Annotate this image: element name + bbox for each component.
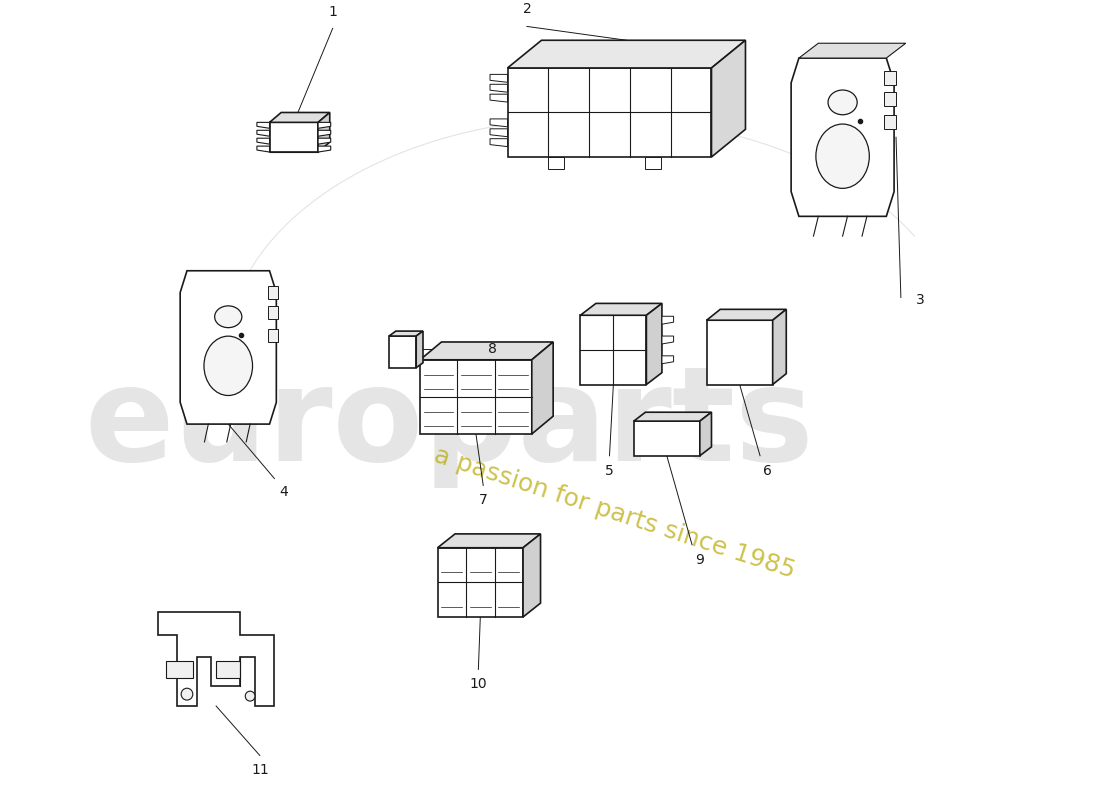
Text: 4: 4 xyxy=(279,486,288,499)
Polygon shape xyxy=(712,40,746,157)
Ellipse shape xyxy=(828,90,857,114)
Text: 1: 1 xyxy=(328,5,337,18)
Polygon shape xyxy=(438,548,522,617)
Polygon shape xyxy=(700,412,712,456)
Polygon shape xyxy=(662,336,673,344)
Polygon shape xyxy=(157,612,274,706)
Polygon shape xyxy=(438,534,540,548)
Text: 11: 11 xyxy=(251,763,268,778)
Polygon shape xyxy=(490,84,507,92)
Polygon shape xyxy=(799,43,905,58)
Text: 9: 9 xyxy=(695,553,704,566)
Polygon shape xyxy=(420,342,553,360)
Polygon shape xyxy=(270,113,330,122)
Text: 3: 3 xyxy=(915,294,924,307)
FancyBboxPatch shape xyxy=(267,330,278,342)
FancyBboxPatch shape xyxy=(884,71,896,85)
Polygon shape xyxy=(490,74,507,82)
Polygon shape xyxy=(257,122,270,128)
Polygon shape xyxy=(531,342,553,434)
FancyBboxPatch shape xyxy=(166,661,192,678)
Polygon shape xyxy=(507,68,712,157)
Polygon shape xyxy=(791,58,894,216)
Polygon shape xyxy=(257,138,270,144)
Polygon shape xyxy=(389,336,416,368)
Polygon shape xyxy=(318,146,331,152)
Polygon shape xyxy=(257,146,270,152)
Polygon shape xyxy=(389,331,424,336)
Polygon shape xyxy=(420,360,531,434)
Polygon shape xyxy=(522,534,540,617)
Polygon shape xyxy=(490,94,507,102)
Polygon shape xyxy=(634,421,700,456)
Polygon shape xyxy=(490,138,507,146)
Text: a passion for parts since 1985: a passion for parts since 1985 xyxy=(431,443,798,583)
Polygon shape xyxy=(270,122,318,152)
FancyBboxPatch shape xyxy=(884,92,896,106)
Ellipse shape xyxy=(816,124,869,188)
Text: 6: 6 xyxy=(763,464,772,478)
Polygon shape xyxy=(581,315,647,385)
Text: 7: 7 xyxy=(478,494,487,507)
Ellipse shape xyxy=(214,306,242,328)
Text: 8: 8 xyxy=(488,342,497,357)
Circle shape xyxy=(245,691,255,701)
Polygon shape xyxy=(706,310,786,320)
Polygon shape xyxy=(507,40,746,68)
Polygon shape xyxy=(772,310,786,385)
Polygon shape xyxy=(706,320,772,385)
Text: 5: 5 xyxy=(605,464,614,478)
Polygon shape xyxy=(257,130,270,136)
Ellipse shape xyxy=(204,336,253,395)
Circle shape xyxy=(182,688,192,700)
Polygon shape xyxy=(318,122,331,128)
Polygon shape xyxy=(180,270,276,424)
FancyBboxPatch shape xyxy=(216,661,241,678)
Polygon shape xyxy=(647,303,662,385)
Polygon shape xyxy=(490,119,507,127)
Text: 2: 2 xyxy=(522,2,531,15)
Text: europarts: europarts xyxy=(85,361,814,487)
Polygon shape xyxy=(318,130,331,136)
Polygon shape xyxy=(490,129,507,137)
Polygon shape xyxy=(662,356,673,364)
Polygon shape xyxy=(318,113,330,152)
FancyBboxPatch shape xyxy=(267,286,278,299)
Polygon shape xyxy=(581,303,662,315)
Polygon shape xyxy=(662,316,673,324)
Polygon shape xyxy=(634,412,712,421)
Text: 10: 10 xyxy=(470,678,487,691)
FancyBboxPatch shape xyxy=(267,306,278,319)
Polygon shape xyxy=(416,331,424,368)
Polygon shape xyxy=(548,157,564,169)
FancyBboxPatch shape xyxy=(884,115,896,130)
Polygon shape xyxy=(646,157,661,169)
Polygon shape xyxy=(318,138,331,144)
